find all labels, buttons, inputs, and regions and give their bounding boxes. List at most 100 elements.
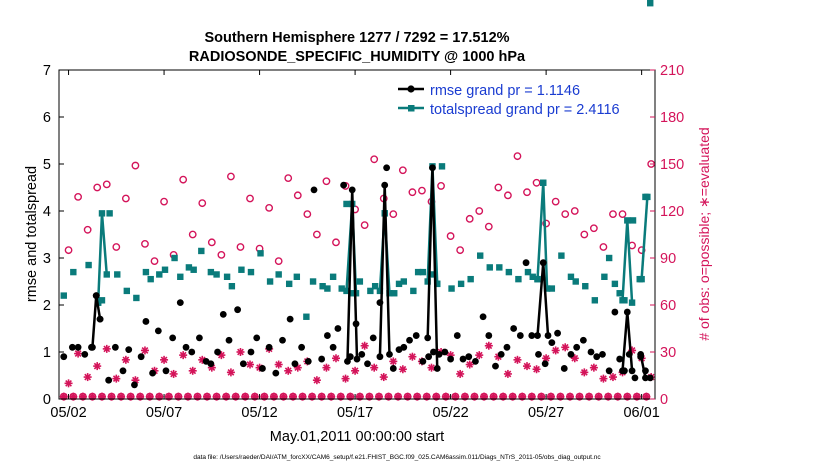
obs-evaluated-marker xyxy=(64,379,73,388)
obs-possible-marker xyxy=(217,250,226,259)
totalspread-marker xyxy=(505,268,513,276)
rmse-marker xyxy=(605,367,613,375)
rmse-marker xyxy=(447,355,455,363)
chart-title-line2: RADIOSONDE_SPECIFIC_HUMIDITY @ 1000 hPa xyxy=(189,49,526,65)
obs-evaluated-stroke xyxy=(514,356,521,364)
obs-possible-marker xyxy=(265,203,274,212)
totalspread-marker xyxy=(395,280,403,288)
x-tick-label: 06/01 xyxy=(623,405,659,421)
rmse-marker xyxy=(611,308,619,316)
obs-evaluated-marker xyxy=(408,352,417,361)
obs-possible-marker xyxy=(456,246,465,255)
rmse-marker xyxy=(119,367,127,375)
y-right-tick-label: 60 xyxy=(660,298,676,314)
rmse-marker xyxy=(323,332,331,339)
rmse-marker xyxy=(472,358,479,365)
obs-possible-marker xyxy=(418,186,426,195)
obs-evaluated-marker xyxy=(169,369,178,378)
obs-evaluated-marker xyxy=(370,363,379,372)
obs-possible-marker xyxy=(513,152,522,161)
obs-possible-marker xyxy=(188,230,197,239)
rmse-marker xyxy=(425,353,433,361)
rmse-marker xyxy=(528,332,536,339)
obs-evaluated-stroke xyxy=(456,370,464,378)
obs-possible-marker xyxy=(64,246,73,255)
rmse-marker xyxy=(81,350,89,358)
y-left-tick-label: 5 xyxy=(43,157,51,173)
obs-evaluated-stroke xyxy=(370,364,378,372)
obs-possible-marker xyxy=(102,180,111,189)
y-left-tick-label: 7 xyxy=(43,63,51,79)
totalspread-marker xyxy=(477,252,484,259)
obs-evaluated-stroke xyxy=(103,345,111,353)
obs-evaluated-marker xyxy=(179,351,188,360)
totalspread-marker xyxy=(285,280,293,288)
obs-evaluated-stroke xyxy=(74,350,82,357)
rmse-marker xyxy=(234,306,242,314)
obs-possible-marker xyxy=(589,224,598,233)
totalspread-marker xyxy=(410,287,417,295)
obs-possible-marker xyxy=(561,210,570,219)
obs-evaluated-marker xyxy=(236,348,245,356)
totalspread-marker xyxy=(567,273,575,280)
obs-possible-marker xyxy=(609,210,617,219)
totalspread-marker xyxy=(616,290,623,297)
obs-evaluated-marker xyxy=(580,368,589,377)
y-right-tick-label: 90 xyxy=(660,251,676,267)
rmse-marker xyxy=(541,360,549,368)
rmse-marker xyxy=(616,355,624,363)
obs-evaluated-stroke xyxy=(227,368,235,376)
obs-evaluated-marker xyxy=(360,341,369,350)
totalspread-marker xyxy=(414,268,422,276)
obs-evaluated-stroke xyxy=(485,342,493,350)
obs-possible-marker xyxy=(303,210,312,219)
totalspread-marker xyxy=(161,266,169,273)
rmse-marker xyxy=(291,360,299,368)
obs-evaluated-stroke xyxy=(600,375,607,383)
rmse-marker xyxy=(497,350,505,358)
totalspread-marker xyxy=(629,217,637,224)
obs-evaluated-marker xyxy=(513,355,522,364)
rmse-marker xyxy=(389,365,397,372)
rmse-marker xyxy=(105,376,113,384)
obs-evaluated-marker xyxy=(341,374,350,383)
rmse-marker xyxy=(304,358,312,365)
y-right-tick-label: 150 xyxy=(660,157,684,173)
obs-possible-marker xyxy=(599,243,608,251)
obs-evaluated-stroke xyxy=(141,347,149,354)
totalspread-marker xyxy=(486,264,493,271)
rmse-marker xyxy=(137,353,145,361)
obs-possible-marker xyxy=(150,257,159,266)
obs-evaluated-stroke xyxy=(561,343,569,351)
rmse-marker xyxy=(485,332,493,339)
obs-possible-marker xyxy=(408,188,417,197)
totalspread-marker xyxy=(367,287,374,295)
x-tick-label: 05/07 xyxy=(146,405,182,421)
rmse-marker xyxy=(459,355,467,363)
obs-evaluated-stroke xyxy=(361,342,369,350)
totalspread-marker xyxy=(434,280,441,288)
rmse-marker xyxy=(247,348,255,356)
totalspread-marker xyxy=(628,299,636,306)
rmse-marker xyxy=(599,350,606,358)
rmse-marker xyxy=(637,353,645,361)
obs-evaluated-stroke xyxy=(93,362,101,370)
rmse-marker xyxy=(376,299,384,307)
obs-possible-marker xyxy=(446,232,455,240)
totalspread-marker xyxy=(524,268,532,276)
totalspread-marker xyxy=(198,247,205,255)
x-axis-label: May.01,2011 00:00:00 start xyxy=(270,429,444,445)
rmse-marker xyxy=(412,332,420,339)
obs-evaluated-marker xyxy=(160,355,169,364)
obs-evaluated-stroke xyxy=(552,347,560,354)
obs-possible-marker xyxy=(551,197,560,206)
rmse-marker xyxy=(479,313,487,321)
obs-evaluated-stroke xyxy=(332,354,340,362)
rmse-marker xyxy=(400,343,408,351)
rmse-marker xyxy=(406,336,413,344)
obs-evaluated-stroke xyxy=(217,351,225,359)
obs-evaluated-marker xyxy=(523,362,532,371)
obs-possible-marker xyxy=(93,183,102,192)
totalspread-marker xyxy=(349,290,356,297)
